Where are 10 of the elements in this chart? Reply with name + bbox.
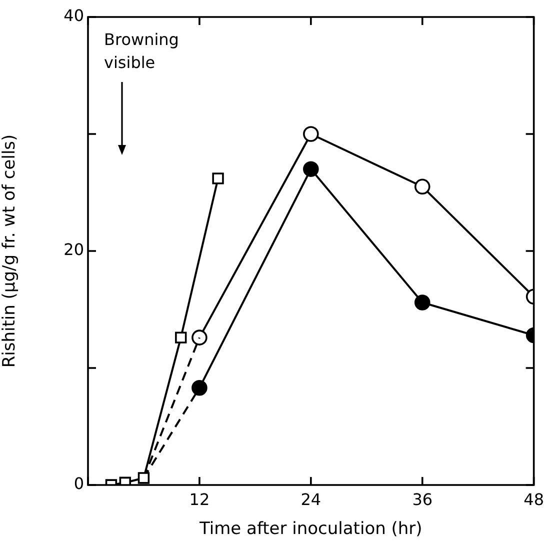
x-tick-label: 24 bbox=[300, 490, 322, 509]
x-tick-label: 36 bbox=[412, 490, 433, 509]
y-tick-label: 0 bbox=[74, 474, 84, 494]
annotation: Browning visible bbox=[104, 30, 179, 72]
y-tick-label: 40 bbox=[64, 6, 84, 26]
x-axis-title: Time after inoculation (hr) bbox=[198, 519, 422, 540]
y-tick-label: 20 bbox=[64, 240, 84, 260]
x-tick-label: 12 bbox=[189, 490, 210, 509]
y-axis-title: Rishitin (μg/g fr. wt of cells) bbox=[0, 134, 20, 368]
x-tick-label: 48 bbox=[524, 490, 544, 509]
